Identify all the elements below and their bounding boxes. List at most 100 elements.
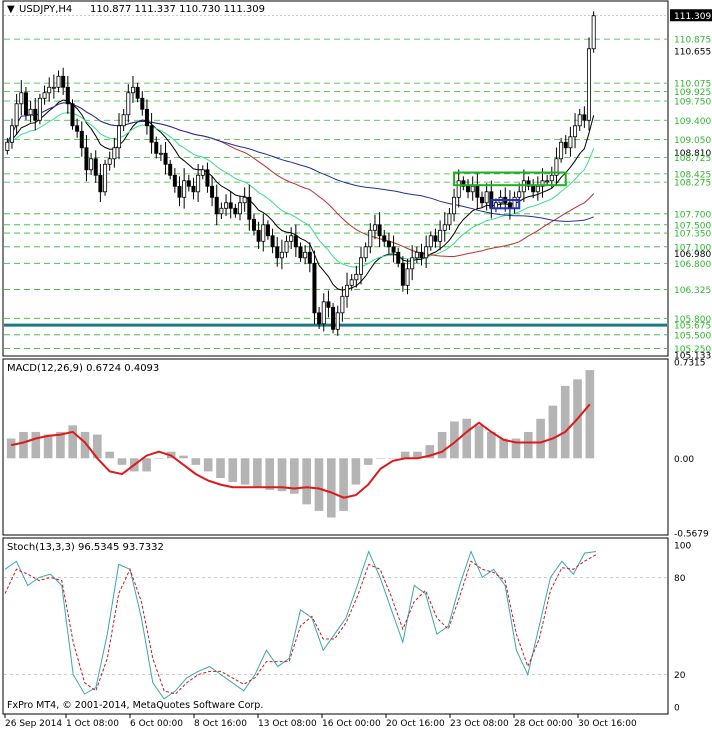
candle-body-47 — [224, 202, 229, 209]
stoch-axis: 100 80 20 0 — [674, 542, 691, 714]
candle-body-72 — [340, 295, 345, 314]
candle-body-46 — [219, 207, 224, 215]
stoch-lines — [4, 550, 597, 700]
candle-body-80 — [377, 224, 382, 237]
time-tick-label-9: 30 Oct 16:00 — [578, 719, 637, 729]
candle-body-88 — [414, 251, 419, 259]
price-tick-label-8: 108.810 — [674, 149, 711, 159]
macd-bar-11 — [142, 458, 151, 472]
macd-bar-22 — [277, 458, 287, 492]
time-tick-label-4: 13 Oct 08:00 — [258, 719, 317, 729]
candle-body-55 — [261, 224, 266, 242]
candle-body-71 — [335, 312, 340, 330]
candle-body-96 — [452, 196, 457, 215]
time-tick-label-1: 1 Oct 08:00 — [66, 719, 119, 729]
macd-bar-29 — [363, 458, 373, 465]
macd-bar-35 — [437, 431, 447, 459]
candle-body-15 — [75, 125, 80, 132]
macd-bar-14 — [179, 455, 188, 459]
macd-bar-28 — [351, 458, 361, 485]
candle-body-87 — [410, 257, 415, 270]
time-tick-label-5: 16 Oct 00:00 — [322, 719, 381, 729]
candle-body-111 — [521, 180, 526, 193]
candle-body-34 — [163, 152, 168, 165]
macd-bar-25 — [314, 458, 324, 511]
macd-bar-3 — [43, 434, 53, 459]
candle-body-61 — [289, 235, 294, 242]
candle-body-57 — [270, 235, 275, 248]
macd-bar-44 — [548, 405, 558, 459]
candle-body-94 — [442, 224, 447, 231]
price-tick-label-16: 106.980 — [674, 250, 711, 260]
candle-body-51 — [242, 196, 247, 204]
candle-body-3 — [19, 92, 24, 105]
price-tick-label-10: 108.425 — [674, 170, 711, 180]
price-axis: 111.309 110.875 110.655 110.075109.925109.7… — [670, 9, 712, 362]
candle-body-19 — [93, 158, 98, 176]
candle-body-42 — [200, 169, 205, 176]
macd-bar-24 — [302, 458, 311, 505]
macd-header: MACD(12,26,9) 0.6724 0.4093 — [7, 363, 159, 374]
price-tick-label-6: 109.400 — [674, 117, 711, 127]
ohlc-values: 110.877 111.337 110.730 111.309 — [90, 4, 265, 15]
price-tick-label-22: 105.250 — [674, 345, 711, 355]
macd-axis: 0.7315 0.00 -0.5679 — [674, 359, 709, 540]
candle-body-18 — [89, 158, 94, 171]
candle-body-64 — [303, 251, 308, 259]
macd-bar-42 — [523, 431, 533, 459]
macd-bar-17 — [216, 458, 225, 479]
price-tick-label-12: 107.700 — [674, 210, 711, 220]
candle-body-120 — [563, 141, 568, 149]
macd-bar-5 — [68, 425, 78, 459]
macd-bar-7 — [93, 434, 102, 459]
macd-bar-16 — [203, 458, 213, 472]
macd-bar-4 — [56, 431, 65, 459]
candle-body-32 — [154, 141, 159, 154]
symbol-label: USDJPY,H4 — [19, 4, 72, 15]
candle-body-102 — [479, 196, 484, 204]
macd-bar-1 — [19, 431, 28, 459]
macd-bar-47 — [585, 370, 595, 459]
candle-body-109 — [512, 196, 517, 209]
price-tick-label-17: 106.800 — [674, 260, 711, 270]
candle-body-115 — [540, 180, 545, 187]
range-boxes — [453, 171, 567, 210]
candle-body-97 — [456, 180, 461, 198]
macd-bar-32 — [400, 451, 410, 459]
candle-body-58 — [275, 246, 280, 259]
macd-bar-15 — [191, 458, 201, 465]
candle-body-81 — [382, 235, 387, 242]
candle-body-31 — [149, 125, 154, 143]
macd-bar-9 — [117, 458, 127, 465]
macd-bar-19 — [240, 458, 250, 485]
candle-body-82 — [386, 240, 391, 248]
candlesticks — [5, 11, 596, 336]
stoch-signal-line — [4, 554, 597, 695]
macd-bar-40 — [499, 438, 508, 459]
price-tick-label-0: 111.309 — [674, 12, 711, 22]
candle-body-62 — [293, 235, 298, 248]
candle-body-21 — [103, 163, 108, 193]
candle-body-14 — [70, 103, 75, 127]
ma-green-line — [7, 111, 595, 268]
candle-body-79 — [372, 224, 377, 231]
candle-body-76 — [358, 257, 363, 275]
macd-bar-23 — [290, 458, 299, 494]
current-price-tag-bg — [670, 9, 712, 22]
macd-bar-18 — [228, 458, 238, 482]
stoch-tick-label-0: 100 — [674, 542, 691, 552]
candle-body-75 — [354, 273, 359, 281]
candle-body-91 — [428, 235, 433, 248]
candle-body-121 — [568, 136, 573, 149]
macd-tick-label-1: 0.00 — [674, 455, 694, 465]
candle-body-69 — [326, 301, 331, 308]
candle-body-5 — [28, 108, 33, 116]
macd-bar-27 — [339, 458, 348, 511]
price-tick-label-13: 107.500 — [674, 221, 711, 231]
macd-bar-45 — [560, 385, 570, 459]
candle-body-101 — [475, 185, 480, 198]
candle-body-93 — [438, 229, 443, 242]
candle-body-124 — [582, 114, 587, 121]
